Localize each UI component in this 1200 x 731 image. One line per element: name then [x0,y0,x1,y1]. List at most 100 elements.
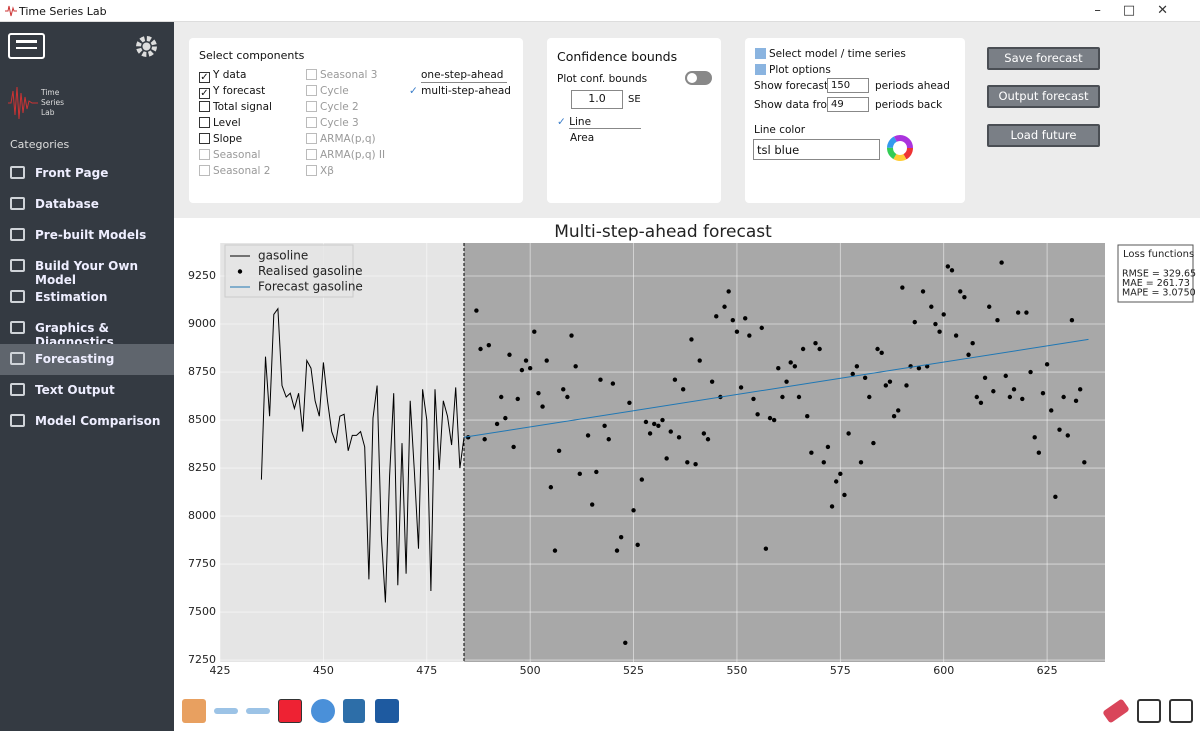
data-point [635,542,640,548]
color-wheel[interactable] [886,134,914,162]
data-point [842,492,847,498]
data-point [709,379,715,384]
se-input[interactable]: 1.0 [571,90,623,109]
data-point [1024,310,1029,315]
button[interactable]: Save forecast [987,47,1100,70]
legend-label: gasoline [258,249,308,263]
checkbox: Cycle 2 [306,101,359,113]
label: Show data from [754,99,838,111]
checkbox-label: Slope [213,133,243,145]
data-point [767,415,773,421]
checkbox: Xβ [306,165,334,177]
mode-option-selected[interactable]: ✓ multi-step-ahead [409,85,511,97]
save-tool[interactable] [375,699,399,723]
style-option[interactable]: Area [570,132,595,144]
y-tick-label: 7750 [188,557,216,570]
x-tick-label: 500 [520,664,541,677]
color-select[interactable]: tsl blue [753,139,880,160]
nav-item[interactable]: Front Page [0,158,174,189]
menu-button[interactable] [8,33,45,59]
data-point [763,546,769,551]
nav-item[interactable]: Forecasting [0,344,174,375]
settings-icon[interactable] [134,34,159,59]
data-point [577,471,582,477]
data-point [1073,398,1079,404]
window-tool[interactable] [1169,699,1193,723]
button[interactable]: Output forecast [987,85,1100,108]
data-point [970,341,975,346]
nav-item[interactable]: Build Your Own Model [0,251,174,287]
data-point [627,400,632,405]
spinbox[interactable]: 49 [827,97,869,112]
data-point [689,337,694,342]
checkbox[interactable]: Level [199,117,241,129]
data-point [1053,494,1058,500]
style-option-selected[interactable]: ✓ Line [557,116,642,129]
data-point [503,415,508,421]
data-point [1040,390,1046,396]
nav-item[interactable]: Database [0,189,174,220]
checkbox-box [306,85,317,96]
data-point [676,435,682,440]
data-point [1069,317,1075,323]
spinbox[interactable]: 150 [827,78,869,93]
data-point [829,504,835,509]
data-point [850,371,855,377]
button[interactable]: Load future [987,124,1100,147]
option-item[interactable]: Plot options [755,64,831,76]
legend-swatch [237,269,243,274]
option-item[interactable]: Select model / time series [755,48,906,60]
data-point [875,346,880,352]
checkbox[interactable]: ✓ Y data [199,69,246,83]
nav-item[interactable]: Estimation [0,282,174,313]
data-point [494,421,500,427]
window-tool[interactable] [1137,699,1161,723]
checkbox-box [306,69,317,80]
home-tool[interactable] [182,699,206,723]
nav-item[interactable]: Pre-built Models [0,220,174,251]
data-point [478,346,483,352]
data-point [867,394,872,400]
data-point [499,394,504,400]
data-point [788,360,793,365]
confidence-panel: Confidence bounds Plot conf. bounds 1.0 … [547,38,721,203]
data-point [755,412,760,417]
data-point [920,289,926,294]
data-point [664,456,669,461]
nav-icon [10,197,25,210]
checkbox-label: Xβ [320,165,334,177]
style-label: Line [569,116,642,129]
checkbox-box: ✓ [199,72,210,83]
nav-icon [10,166,25,179]
nav-icon [10,383,25,396]
data-point [569,333,574,338]
data-point [602,423,607,429]
checkbox[interactable]: Total signal [199,101,272,113]
data-point [962,294,967,300]
pan-tool[interactable] [278,699,302,723]
toggle[interactable] [685,71,712,85]
data-point [751,396,756,402]
checkbox-label: Y data [213,69,247,81]
data-point [949,268,955,273]
nav-item[interactable]: Graphics & Diagnostics [0,313,174,349]
adjust-tool[interactable] [343,699,365,723]
data-point [647,431,653,436]
nav-item[interactable]: Text Output [0,375,174,406]
window-controls[interactable]: –□✕ [1094,3,1190,18]
data-point [813,341,818,346]
toggle-label: Plot conf. bounds [557,73,648,85]
forward-tool[interactable] [246,708,270,714]
back-tool[interactable] [214,708,238,714]
y-tick-label: 8000 [188,509,216,522]
components-panel: Select components one-step-ahead ✓ multi… [189,38,523,203]
mode-option[interactable]: one-step-ahead [421,69,507,83]
checkbox[interactable]: Slope [199,133,242,145]
checkbox-box [199,133,210,144]
data-point [929,304,934,309]
eraser-tool[interactable] [1102,698,1130,724]
data-point [941,312,946,317]
checkbox[interactable]: ✓ Y forecast [199,85,265,99]
zoom-tool[interactable] [311,699,335,723]
nav-item[interactable]: Model Comparison [0,406,174,437]
